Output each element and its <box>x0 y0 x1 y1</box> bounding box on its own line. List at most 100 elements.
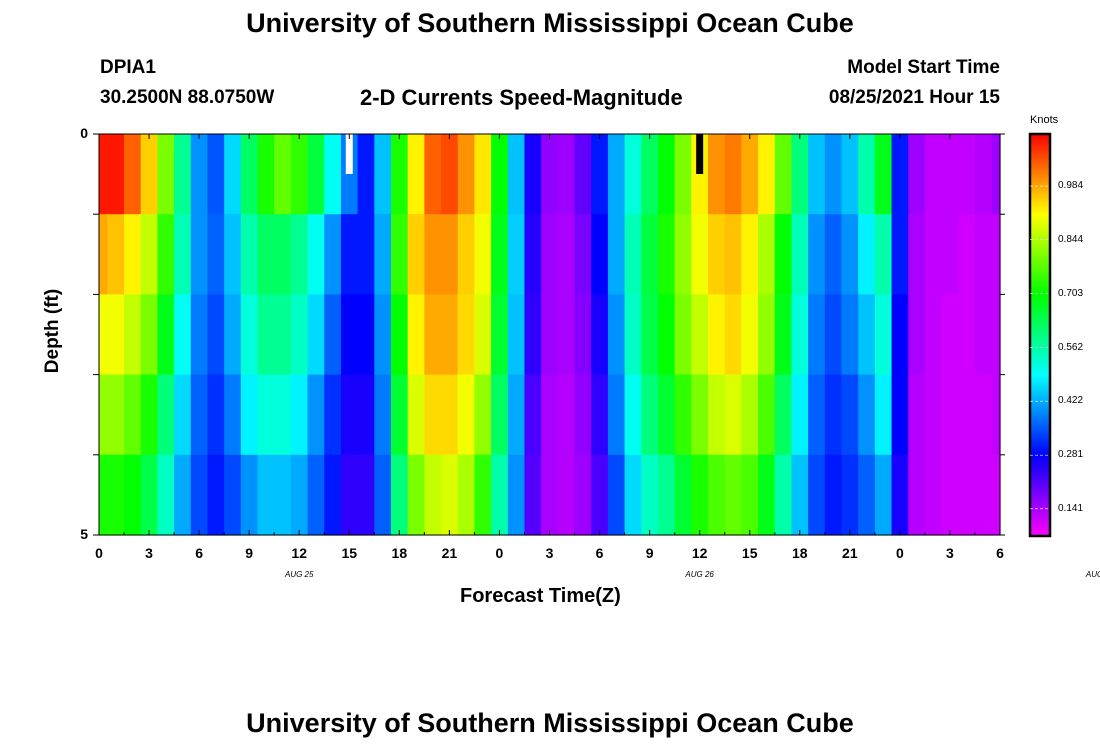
heatmap-cell <box>190 214 209 295</box>
heatmap-cell <box>107 294 125 376</box>
heatmap-cell <box>958 134 976 215</box>
heatmap-cell <box>257 294 275 376</box>
heatmap-cell <box>274 214 292 295</box>
heatmap-cell <box>207 214 225 295</box>
heatmap-cell <box>758 214 776 295</box>
heatmap-cell <box>808 214 826 295</box>
heatmap-cell <box>224 134 242 215</box>
heatmap-cell <box>891 454 909 536</box>
heatmap-cell <box>174 454 192 536</box>
heatmap-cell <box>174 214 192 295</box>
heatmap-cell <box>157 294 175 376</box>
heatmap-cell <box>124 214 142 295</box>
heatmap-cell <box>307 134 325 215</box>
heatmap-cell <box>641 454 659 536</box>
heatmap-cell <box>624 214 642 295</box>
heatmap-cell <box>340 294 359 376</box>
heatmap-cell <box>841 294 859 376</box>
heatmap-cell <box>924 214 943 295</box>
heatmap-cell <box>941 294 959 376</box>
heatmap-cell <box>457 214 476 295</box>
heatmap-cell <box>190 134 209 215</box>
heatmap-cell <box>457 374 476 456</box>
heatmap-cell <box>424 454 442 536</box>
heatmap-cell <box>974 294 993 376</box>
heatmap-cell <box>874 374 893 456</box>
heatmap-cell <box>190 294 209 376</box>
heatmap-cell <box>808 134 826 215</box>
heatmap-cell <box>524 214 542 295</box>
heatmap-cell <box>340 374 359 456</box>
colorbar-tick-label: 0.844 <box>1058 233 1084 245</box>
heatmap-cell <box>557 454 576 536</box>
heatmap-cell <box>390 134 409 215</box>
heatmap-cell <box>674 454 692 536</box>
heatmap-cell <box>474 294 492 376</box>
heatmap-cell <box>941 454 959 536</box>
heatmap-cell <box>140 134 158 215</box>
heatmap-cell <box>240 134 259 215</box>
heatmap-cell <box>641 374 659 456</box>
heatmap-cell <box>257 214 275 295</box>
y-tick-label: 5 <box>80 526 88 542</box>
heatmap-cell <box>808 374 826 456</box>
heatmap-cell <box>340 214 359 295</box>
heatmap-cell <box>774 374 793 456</box>
y-tick-label: 0 <box>80 125 88 141</box>
heatmap-cell <box>174 134 192 215</box>
heatmap-cell <box>257 454 275 536</box>
heatmap-cell <box>99 214 108 295</box>
heatmap-cell <box>858 374 876 456</box>
heatmap-cell <box>390 214 409 295</box>
heatmap-cell <box>758 134 776 215</box>
heatmap-cell <box>441 134 459 215</box>
heatmap-cell <box>524 294 542 376</box>
heatmap-cell <box>307 374 325 456</box>
heatmap-cell <box>691 374 709 456</box>
heatmap-cell <box>357 214 375 295</box>
heatmap-cell <box>99 134 108 215</box>
x-tick-label: 3 <box>145 545 153 561</box>
heatmap-cell <box>324 374 342 456</box>
heatmap-cell <box>357 454 375 536</box>
x-tick-label: 21 <box>842 545 858 561</box>
heatmap-cell <box>624 454 642 536</box>
heatmap-cell <box>858 454 876 536</box>
heatmap-cell <box>958 454 976 536</box>
x-tick-label: 3 <box>545 545 554 561</box>
heatmap-cell <box>274 294 292 376</box>
heatmap-cell <box>891 214 909 295</box>
heatmap-cell <box>374 294 392 376</box>
heatmap-cell <box>491 294 509 376</box>
heatmap-cell <box>324 134 342 215</box>
x-tick-label: 6 <box>195 545 203 561</box>
heatmap-cell <box>657 214 676 295</box>
heatmap-cell <box>240 294 259 376</box>
heatmap-cell <box>674 374 692 456</box>
x-tick-label: 15 <box>741 545 758 561</box>
heatmap-cell <box>641 214 659 295</box>
heatmap-cell <box>224 294 242 376</box>
heatmap-cell <box>407 294 425 376</box>
heatmap-cell <box>457 294 476 376</box>
heatmap-cell <box>791 374 809 456</box>
heatmap-cell <box>340 134 359 215</box>
x-tick-label: 9 <box>245 545 254 561</box>
heatmap-cell <box>290 374 309 456</box>
x-tick-label: 6 <box>595 545 604 561</box>
heatmap-cell <box>541 454 559 536</box>
heatmap-cell <box>724 214 742 295</box>
x-axis-label: Forecast Time(Z) <box>460 585 621 607</box>
heatmap-cell <box>891 294 909 376</box>
heatmap-cell <box>357 294 375 376</box>
colorbar-unit-label: Knots <box>1030 114 1059 126</box>
heatmap-cell <box>708 454 726 536</box>
heatmap-cell <box>257 374 275 456</box>
heatmap-cell <box>190 454 209 536</box>
heatmap-cell <box>140 294 158 376</box>
heatmap-cell <box>791 294 809 376</box>
heatmap-cell <box>107 374 125 456</box>
heatmap-cell <box>607 294 626 376</box>
heatmap-cell <box>691 134 709 215</box>
heatmap-cell <box>591 454 609 536</box>
